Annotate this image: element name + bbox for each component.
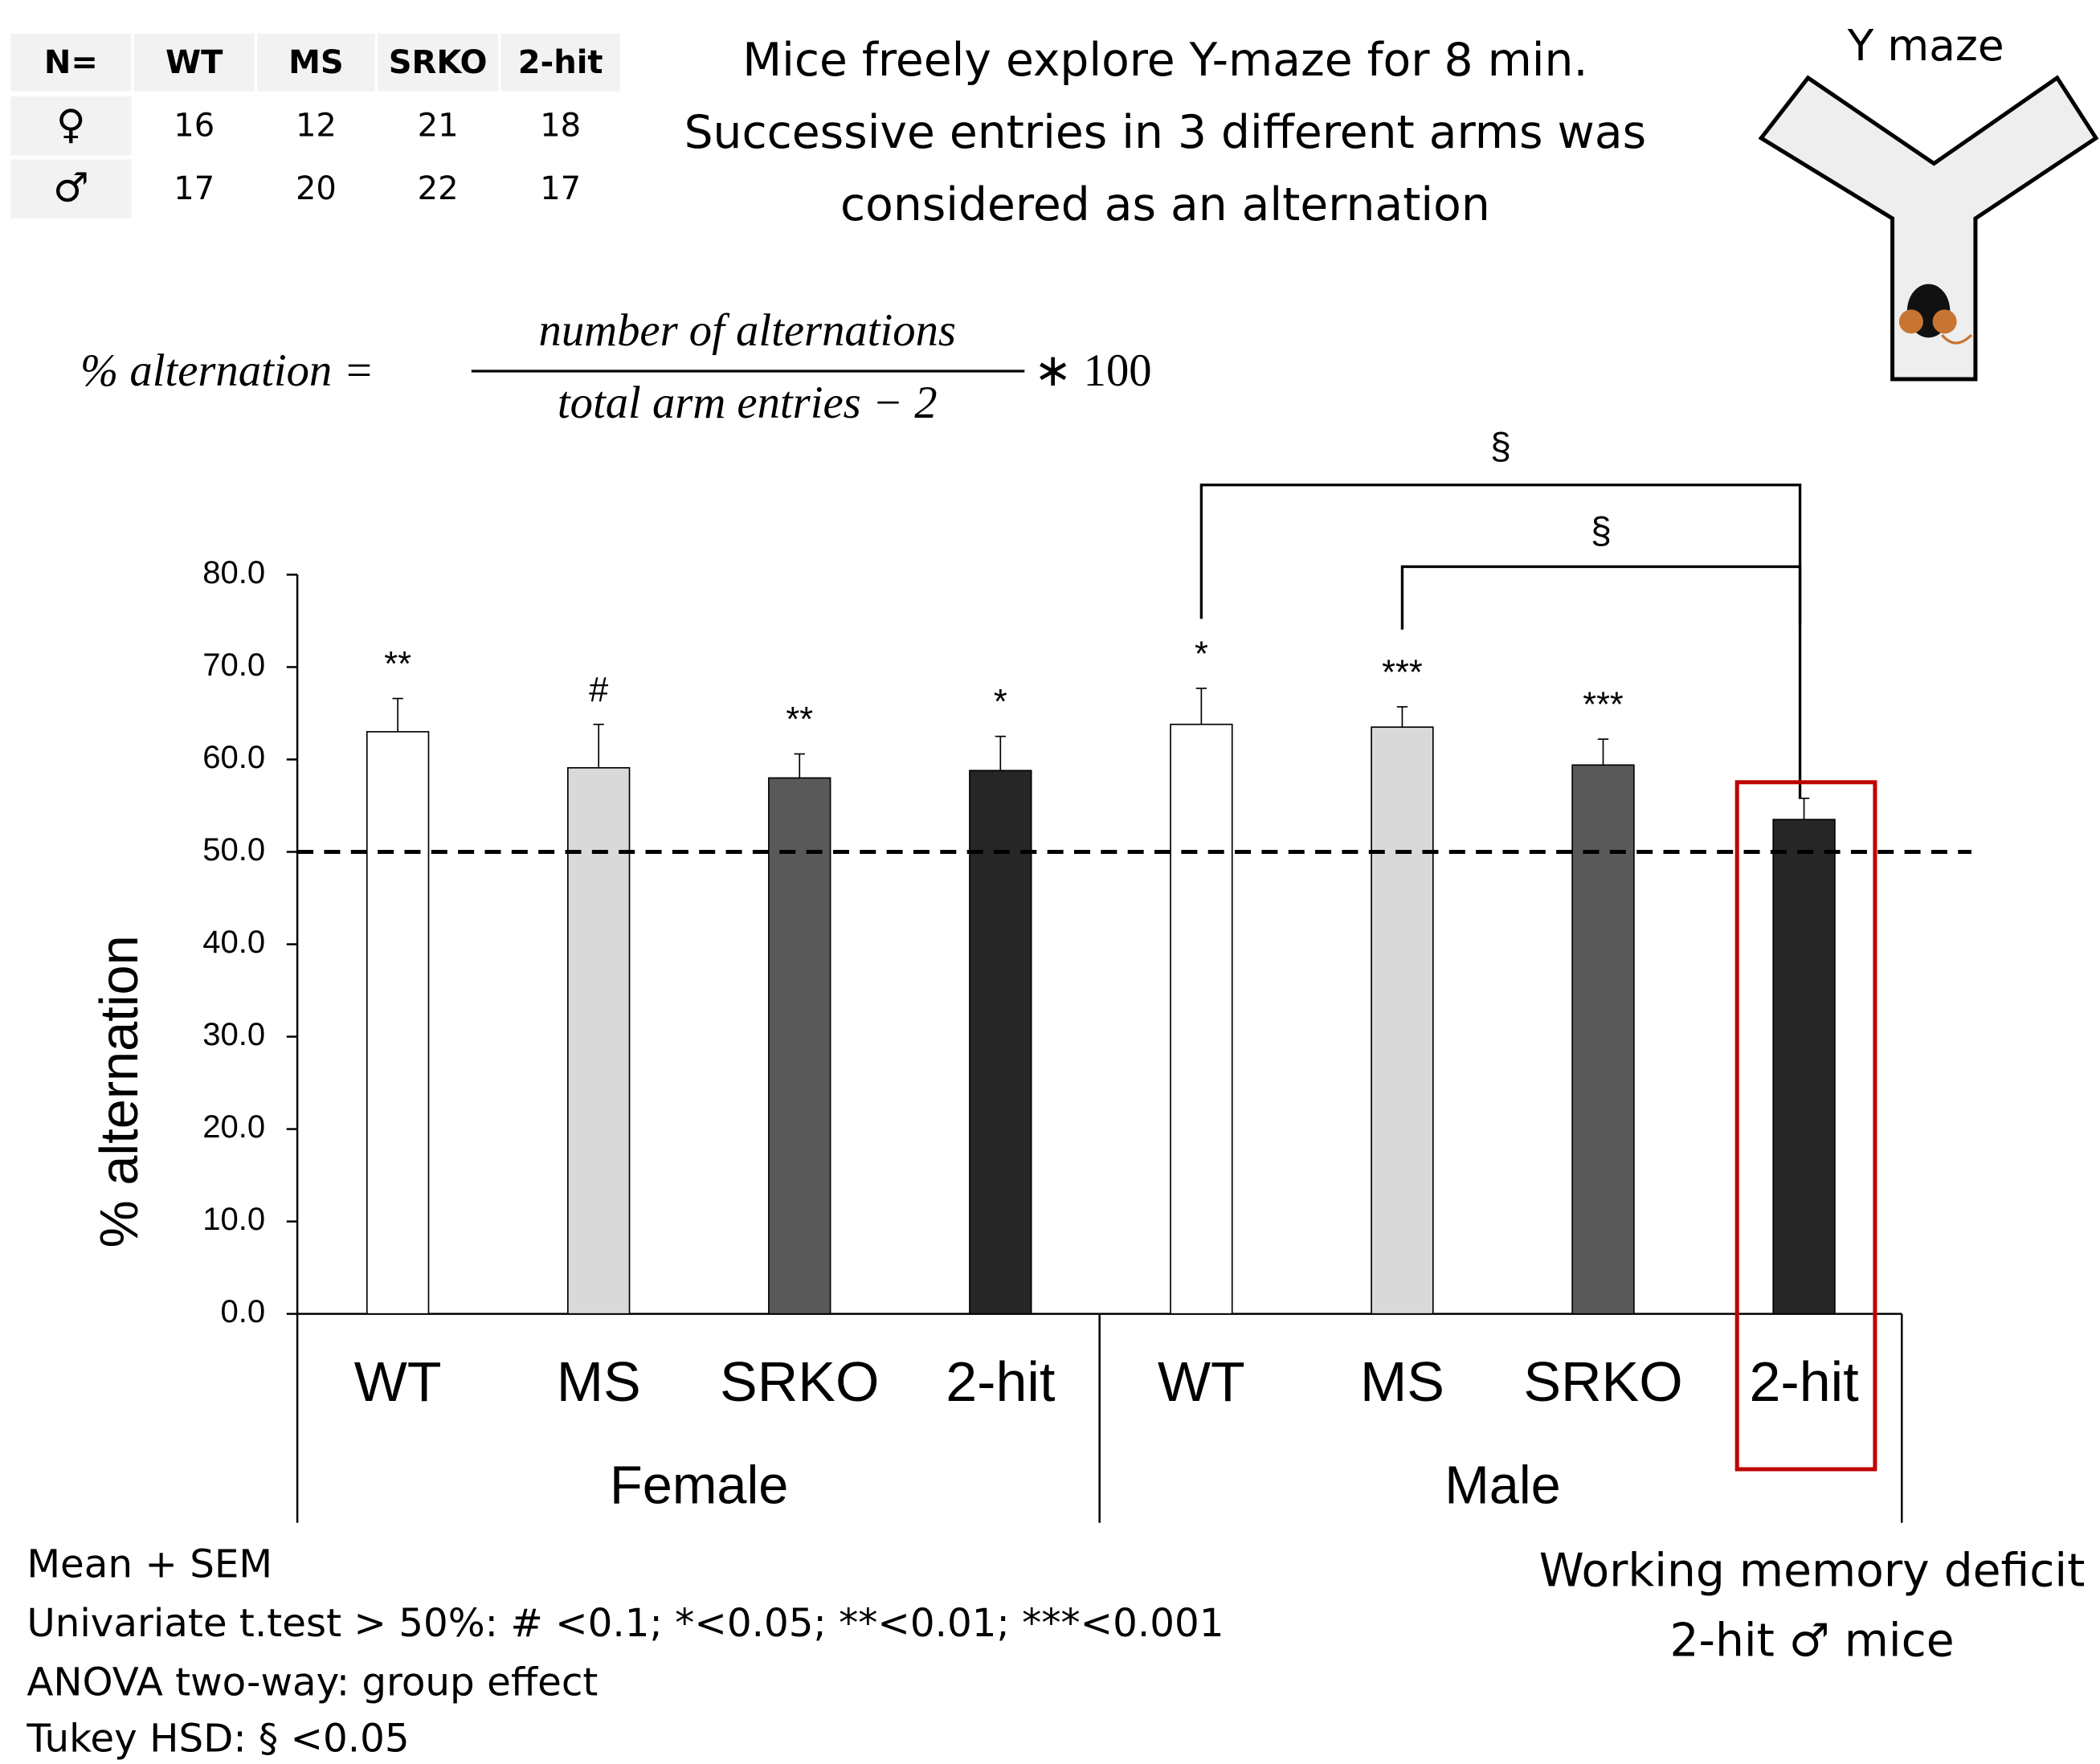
table-cell-text: ♀	[56, 101, 86, 148]
bar	[1171, 725, 1232, 1314]
y-tick-label: 50.0	[202, 832, 265, 868]
y-tick-label: 60.0	[202, 740, 265, 775]
mouse-ear	[1899, 309, 1923, 333]
group-label: Male	[1444, 1456, 1561, 1516]
formula-denominator: total arm entries − 2	[558, 378, 938, 428]
bar	[568, 768, 630, 1314]
bracket-label: §	[1490, 425, 1511, 467]
x-tick-label: SRKO	[720, 1350, 879, 1413]
table-cell-text: 21	[418, 108, 459, 145]
bar	[769, 778, 831, 1313]
table-cell-text: 12	[296, 108, 337, 145]
significance-label: #	[589, 671, 608, 709]
significance-bracket	[1201, 485, 1800, 798]
bracket-label: §	[1591, 509, 1612, 551]
bar	[1773, 819, 1835, 1313]
footnote: ANOVA two-way: group effect	[27, 1660, 598, 1705]
y-tick-label: 30.0	[202, 1017, 265, 1052]
footnote: Mean + SEM	[27, 1542, 272, 1587]
table-cell-text: 17	[540, 170, 581, 207]
bar	[367, 732, 429, 1314]
x-tick-label: WT	[1158, 1350, 1245, 1413]
x-tick-label: WT	[354, 1350, 442, 1413]
description: Mice freely explore Y-maze for 8 min.	[742, 34, 1587, 87]
table-cell-text: 16	[174, 108, 214, 145]
maze-label: Y maze	[1847, 20, 2004, 71]
table-cell-text: 18	[540, 108, 581, 145]
y-tick-label: 20.0	[202, 1109, 265, 1145]
y-axis-label: % alternation	[90, 935, 149, 1247]
significance-label: ***	[1583, 686, 1624, 725]
group-label: Female	[610, 1456, 788, 1516]
formula-numerator: number of alternations	[538, 305, 955, 356]
significance-label: **	[786, 700, 813, 739]
table-header: WT	[165, 44, 223, 81]
highlight-label: Working memory deficit	[1539, 1545, 2086, 1598]
x-tick-label: MS	[1360, 1350, 1444, 1413]
y-tick-label: 0.0	[220, 1294, 265, 1329]
mouse-ear	[1933, 309, 1957, 333]
description: considered as an alternation	[840, 178, 1490, 231]
x-tick-label: 2-hit	[946, 1350, 1055, 1413]
table-cell-text: 20	[296, 170, 337, 207]
table-header: 2-hit	[518, 44, 603, 81]
table-header: N=	[44, 44, 98, 81]
footnote: Tukey HSD: § <0.05	[26, 1716, 409, 1761]
table-header: SRKO	[389, 44, 488, 81]
significance-label: **	[384, 645, 411, 684]
description: Successive entries in 3 different arms w…	[684, 106, 1647, 159]
x-tick-label: 2-hit	[1749, 1350, 1858, 1413]
table-cell-text: 17	[174, 170, 214, 207]
y-tick-label: 40.0	[202, 925, 265, 960]
y-tick-label: 80.0	[202, 555, 265, 590]
bar	[1572, 765, 1634, 1313]
significance-bracket	[1402, 566, 1800, 629]
table-header: MS	[288, 44, 344, 81]
page: {"table": {"header": ["N=", "WT", "MS", …	[0, 0, 2100, 1764]
table-cell-text: ♂	[53, 164, 89, 210]
formula-lhs: % alternation =	[80, 345, 374, 396]
significance-label: *	[1195, 635, 1208, 673]
significance-label: ***	[1382, 653, 1423, 692]
x-tick-label: MS	[557, 1350, 641, 1413]
y-tick-label: 70.0	[202, 647, 265, 683]
bar	[1371, 727, 1433, 1313]
figure: Y maze Mice freely explore Y-maze for 8 …	[0, 0, 2100, 1764]
highlight-label: 2-hit ♂ mice	[1669, 1614, 1954, 1667]
table-cell-text: 22	[418, 170, 459, 207]
x-tick-label: SRKO	[1523, 1350, 1682, 1413]
significance-label: *	[994, 683, 1007, 721]
footnote: Univariate t.test > 50%: # <0.1; *<0.05;…	[27, 1601, 1224, 1646]
formula-factor: ∗ 100	[1034, 345, 1152, 396]
y-tick-label: 10.0	[202, 1202, 265, 1237]
maze	[1761, 78, 2096, 379]
